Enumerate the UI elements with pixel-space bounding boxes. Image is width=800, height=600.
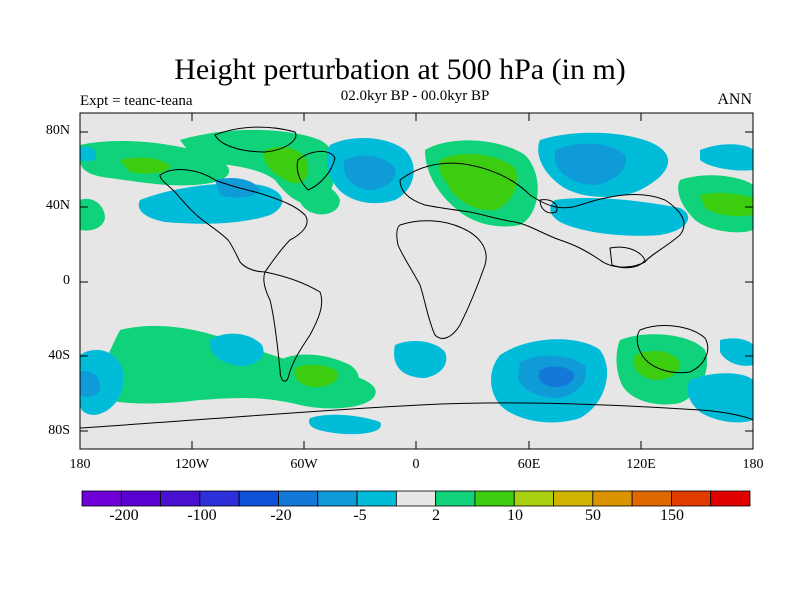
contour-region bbox=[209, 333, 264, 366]
coastline bbox=[214, 126, 297, 153]
lon-tick-label-120e: 120E bbox=[626, 457, 656, 472]
contour-region bbox=[309, 414, 381, 435]
colorbar-swatch bbox=[317, 490, 358, 507]
coastline bbox=[396, 220, 487, 339]
colorbar-swatch bbox=[474, 490, 515, 507]
colorbar-swatch bbox=[710, 490, 751, 507]
coastline bbox=[539, 199, 558, 214]
contour-region bbox=[555, 143, 626, 185]
colorbar-label: 50 bbox=[585, 507, 601, 524]
contour-region bbox=[394, 340, 447, 378]
experiment-label: Expt = teanc-teana bbox=[80, 93, 193, 109]
colorbar-swatch bbox=[160, 490, 201, 507]
lon-tick-label-0: 0 bbox=[412, 457, 420, 472]
contour-region bbox=[294, 364, 339, 388]
season-label: ANN bbox=[717, 91, 752, 108]
contour-region bbox=[263, 146, 309, 184]
colorbar-label: 10 bbox=[507, 507, 523, 524]
colorbar-label: -100 bbox=[187, 507, 217, 524]
period-label: 02.0kyr BP - 00.0kyr BP bbox=[340, 88, 490, 104]
lat-tick-label-0: 0 bbox=[63, 273, 70, 288]
colorbar-swatch bbox=[81, 490, 122, 507]
coastline bbox=[636, 325, 709, 374]
colorbar-swatch bbox=[553, 490, 594, 507]
colorbar bbox=[81, 490, 751, 507]
chart-title: Height perturbation at 500 hPa (in m) bbox=[174, 53, 626, 86]
colorbar-swatch bbox=[278, 490, 319, 507]
contour-region bbox=[180, 129, 336, 204]
lon-tick-label-180w: 180 bbox=[69, 457, 91, 472]
contour-fields bbox=[80, 129, 753, 435]
colorbar-swatch bbox=[592, 490, 633, 507]
colorbar-swatch bbox=[120, 490, 161, 507]
axis-ticks bbox=[79, 113, 754, 449]
contour-region bbox=[550, 197, 689, 236]
colorbar-label: 2 bbox=[432, 507, 440, 524]
coastline bbox=[80, 402, 753, 429]
lat-tick-label-40n: 40N bbox=[45, 198, 70, 213]
colorbar-swatch bbox=[356, 490, 397, 507]
contour-region bbox=[80, 349, 124, 415]
contour-region bbox=[633, 350, 681, 380]
colorbar-swatch bbox=[435, 490, 476, 507]
coastline bbox=[263, 271, 323, 382]
colorbar-label: -20 bbox=[270, 507, 292, 524]
contour-region bbox=[343, 155, 396, 190]
contour-region bbox=[538, 366, 575, 388]
coastline bbox=[296, 151, 336, 191]
colorbar-swatch bbox=[631, 490, 672, 507]
lon-tick-label-60w: 60W bbox=[290, 457, 318, 472]
contour-region bbox=[297, 183, 340, 215]
contour-region bbox=[80, 146, 97, 162]
colorbar-label: -5 bbox=[353, 507, 367, 524]
coastline bbox=[609, 246, 646, 269]
contour-region bbox=[120, 157, 171, 174]
contour-region bbox=[720, 338, 753, 366]
contour-region bbox=[700, 192, 753, 217]
colorbar-label: 150 bbox=[660, 507, 684, 524]
contour-region bbox=[439, 153, 518, 211]
colorbar-swatch bbox=[238, 490, 279, 507]
lat-tick-label-80s: 80S bbox=[48, 423, 70, 438]
colorbar-swatch bbox=[671, 490, 712, 507]
coastlines bbox=[80, 126, 753, 429]
lon-tick-label-60e: 60E bbox=[517, 457, 541, 472]
colorbar-swatch bbox=[199, 490, 240, 507]
contour-region bbox=[700, 144, 753, 171]
colorbar-swatch bbox=[395, 490, 437, 507]
lat-tick-label-40s: 40S bbox=[48, 348, 70, 363]
colorbar-label: -200 bbox=[109, 507, 139, 524]
colorbar-swatch bbox=[513, 490, 554, 507]
lon-tick-label-180e: 180 bbox=[742, 457, 764, 472]
lon-tick-label-120w: 120W bbox=[174, 457, 210, 472]
lat-tick-label-80n: 80N bbox=[45, 123, 70, 138]
coastline bbox=[399, 162, 685, 268]
contour-region bbox=[80, 371, 101, 397]
